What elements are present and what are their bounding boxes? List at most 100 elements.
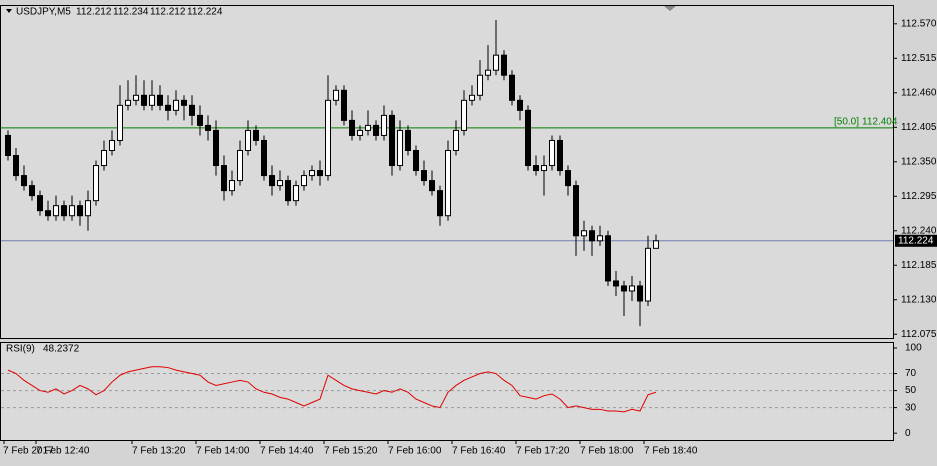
x-tick-label: 7 Feb 12:40 (36, 446, 90, 457)
candle-body (229, 180, 235, 192)
candle-body (509, 74, 515, 101)
candle-body (325, 99, 331, 177)
x-tick-label: 7 Feb 16:40 (452, 446, 506, 457)
y-tick-label: 112.515 (901, 53, 937, 64)
open: 112.212 (76, 7, 112, 18)
candle-body (117, 104, 123, 141)
x-tick-label: 7 Feb 18:40 (644, 446, 698, 457)
candle-body (525, 109, 531, 167)
candle-body (413, 149, 419, 172)
candle-body (77, 205, 83, 217)
rsi-tick-label: 70 (905, 368, 917, 379)
candle-body (637, 285, 643, 302)
candle-body (469, 94, 475, 101)
candle-body (157, 94, 163, 106)
candle-body (597, 235, 603, 242)
candle-body (173, 99, 179, 111)
marks: 112.570 112.515 112.460 112.405 112.350 112.2… (1, 18, 937, 457)
candle-body (405, 129, 411, 151)
candle-body (421, 170, 427, 182)
candle-body (581, 230, 587, 237)
candle-body (389, 114, 395, 167)
candle-body (437, 190, 443, 217)
candle-body (621, 285, 627, 292)
candle-body (333, 89, 339, 101)
candle-body (517, 99, 523, 111)
symbol: USDJPY,M5 (16, 7, 71, 18)
candle-body (533, 165, 539, 172)
x-tick-label: 7 Feb 15:20 (324, 446, 378, 457)
candle-body (293, 185, 299, 202)
candle-body (301, 175, 307, 187)
candle-body (309, 170, 315, 177)
candle-body (501, 54, 507, 76)
rsi-last: 48.2372 (43, 344, 80, 355)
candle-body (165, 104, 171, 111)
high: 112.234 (113, 7, 149, 18)
candle-body (69, 205, 75, 217)
candle-body (613, 280, 619, 287)
close: 112.224 (187, 7, 223, 18)
candle-body (565, 170, 571, 187)
candle-body (133, 94, 139, 101)
x-tick-label: 7 Feb 14:40 (260, 446, 314, 457)
candle-body (445, 149, 451, 217)
candle-body (477, 74, 483, 96)
candle-body (93, 165, 99, 202)
candle-body (21, 175, 27, 187)
candle-body (629, 285, 635, 292)
candle-body (101, 149, 107, 167)
candle-body (317, 170, 323, 177)
candle-body (61, 205, 67, 217)
candle-body (245, 129, 251, 151)
candle-body (5, 134, 11, 157)
candle-body (653, 240, 659, 249)
candle-body (205, 124, 211, 131)
y-tick-label: 112.295 (901, 191, 937, 202)
x-tick-label: 7 Feb 13:20 (132, 446, 186, 457)
candle-body (461, 99, 467, 131)
rsi-panel (0, 342, 894, 441)
x-tick-label: 7 Feb 18:00 (580, 446, 634, 457)
y-tick-label: 112.130 (901, 294, 937, 305)
candle-body (269, 175, 275, 187)
candle-body (277, 180, 283, 187)
low: 112.212 (150, 7, 186, 18)
candle-body (365, 124, 371, 131)
candle-body (429, 180, 435, 192)
candle-body (85, 200, 91, 217)
y-tick-label: 112.075 (901, 329, 937, 340)
bid-box (895, 234, 937, 247)
y-tick-label: 112.185 (901, 260, 937, 271)
candle-body (13, 155, 19, 177)
candle-body (645, 247, 651, 302)
candle-body (485, 69, 491, 76)
candle-body (261, 139, 267, 177)
candle-body (453, 129, 459, 151)
candle-body (357, 129, 363, 136)
candle-body (605, 235, 611, 282)
candle-body (285, 180, 291, 202)
y-tick-label: 112.350 (901, 156, 937, 167)
level-tag: [50.0] (834, 117, 859, 128)
candle-body (253, 129, 259, 141)
rsi-tick-label: 50 (905, 385, 917, 396)
candle-body (373, 124, 379, 136)
rsi-tick-label: 0 (905, 428, 911, 439)
rsi-tick-label: 100 (905, 343, 922, 354)
candle-body (573, 185, 579, 237)
candle-body (221, 165, 227, 192)
candle-body (349, 119, 355, 136)
candle-body (45, 210, 51, 217)
candle-body (125, 99, 131, 106)
y-tick-label: 112.240 (901, 225, 937, 236)
level-value: 112.404 (862, 117, 898, 128)
candle-body (589, 230, 595, 242)
y-tick-label: 112.570 (901, 18, 937, 29)
candle-body (181, 99, 187, 106)
candle-body (493, 54, 499, 71)
candle-body (53, 205, 59, 217)
candle-body (109, 139, 115, 151)
menu-arrow[interactable] (6, 9, 12, 13)
candle-body (237, 149, 243, 182)
